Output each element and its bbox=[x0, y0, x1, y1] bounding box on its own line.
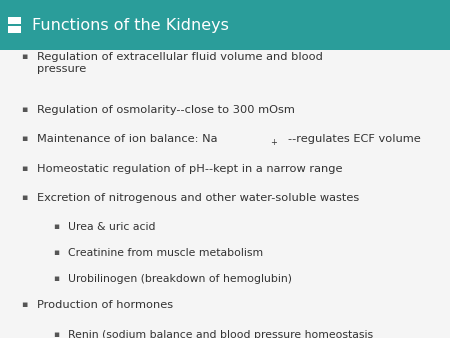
Text: --regulates ECF volume: --regulates ECF volume bbox=[288, 134, 420, 144]
Text: ▪: ▪ bbox=[53, 274, 59, 284]
Text: ▪: ▪ bbox=[53, 222, 59, 232]
Text: ▪: ▪ bbox=[22, 52, 28, 62]
Text: ▪: ▪ bbox=[22, 164, 28, 173]
Text: ▪: ▪ bbox=[53, 330, 59, 338]
Text: Excretion of nitrogenous and other water-soluble wastes: Excretion of nitrogenous and other water… bbox=[37, 193, 359, 203]
Text: ▪: ▪ bbox=[22, 105, 28, 114]
Text: ▪: ▪ bbox=[53, 248, 59, 258]
Text: ▪: ▪ bbox=[22, 193, 28, 202]
Text: Production of hormones: Production of hormones bbox=[37, 300, 173, 311]
FancyBboxPatch shape bbox=[8, 17, 21, 24]
Text: Renin (sodium balance and blood pressure homeostasis: Renin (sodium balance and blood pressure… bbox=[68, 330, 373, 338]
FancyBboxPatch shape bbox=[0, 0, 450, 50]
Text: Creatinine from muscle metabolism: Creatinine from muscle metabolism bbox=[68, 248, 264, 259]
Text: Urea & uric acid: Urea & uric acid bbox=[68, 222, 156, 233]
Text: ▪: ▪ bbox=[22, 300, 28, 310]
Text: Urobilinogen (breakdown of hemoglubin): Urobilinogen (breakdown of hemoglubin) bbox=[68, 274, 292, 285]
Text: +: + bbox=[270, 138, 277, 147]
FancyBboxPatch shape bbox=[8, 26, 21, 33]
Text: Regulation of osmolarity--close to 300 mOsm: Regulation of osmolarity--close to 300 m… bbox=[37, 105, 295, 115]
Text: Functions of the Kidneys: Functions of the Kidneys bbox=[32, 18, 230, 32]
Text: ▪: ▪ bbox=[22, 134, 28, 143]
Text: Homeostatic regulation of pH--kept in a narrow range: Homeostatic regulation of pH--kept in a … bbox=[37, 164, 342, 174]
Text: Regulation of extracellular fluid volume and blood
pressure: Regulation of extracellular fluid volume… bbox=[37, 52, 323, 74]
Text: Maintenance of ion balance: Na: Maintenance of ion balance: Na bbox=[37, 134, 217, 144]
